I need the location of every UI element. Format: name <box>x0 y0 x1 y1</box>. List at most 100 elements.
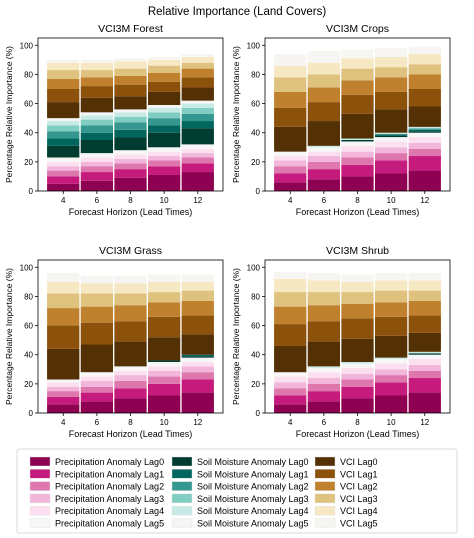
bar-segment <box>181 54 214 57</box>
bar-segment <box>307 161 341 170</box>
legend: Precipitation Anomaly Lag0 Precipitation … <box>16 448 458 534</box>
bar-segment <box>147 370 181 377</box>
bar-segment <box>374 48 408 57</box>
chart-panel-3: VCI3M Shrub 4 6 8 10 12 0 20 40 60 80 100 Forecast H… <box>231 245 451 439</box>
axes-frame <box>37 37 224 192</box>
bar-segment <box>274 278 307 293</box>
bar-segment <box>147 107 181 113</box>
bar-segment <box>374 369 408 376</box>
bar-segment <box>341 58 374 69</box>
bar-segment <box>80 86 114 98</box>
bar-segment <box>341 94 374 114</box>
legend-swatch <box>314 493 336 504</box>
bar-segment <box>181 334 214 355</box>
x-tick-label: 4 <box>288 196 293 205</box>
legend-swatch <box>29 518 51 528</box>
bar-segment <box>80 59 114 63</box>
x-tick-label: 12 <box>193 196 202 205</box>
y-tick-label: 80 <box>24 70 33 79</box>
bar-segment <box>341 151 374 158</box>
y-tick-label: 0 <box>256 409 261 418</box>
bar-segment <box>181 103 214 108</box>
bar-segment <box>374 147 408 154</box>
bar-segment <box>181 121 214 129</box>
bar-segment <box>181 87 214 101</box>
bar-segment <box>408 137 441 143</box>
chart-panel-1: VCI3M Crops 4 6 8 10 12 0 20 40 60 80 100 Forecast H… <box>231 23 451 217</box>
bar-segment <box>274 151 307 157</box>
bar-segment <box>341 367 374 374</box>
bar-segment <box>47 183 80 191</box>
legend-swatch <box>171 506 193 516</box>
legend-label: VCI Lag5 <box>340 519 378 529</box>
bar-segment <box>374 67 408 78</box>
bar-segment <box>80 70 114 78</box>
bar-segment <box>147 395 181 413</box>
bar-segment <box>47 166 80 171</box>
bar-segment <box>307 341 341 367</box>
bar-segment <box>80 115 114 120</box>
bar-segment <box>47 125 80 132</box>
bar-segment <box>147 132 181 148</box>
bar-segment <box>80 376 114 381</box>
legend-label: Soil Moisture Anomaly Lag1 <box>197 469 309 479</box>
bar-segment <box>114 112 147 117</box>
bar-segment <box>341 338 374 362</box>
bar-segment <box>408 353 441 355</box>
x-axis-label: Forecast Horizon (Lead Times) <box>69 429 193 439</box>
bar-segment <box>181 379 214 393</box>
bar-segment <box>341 363 374 368</box>
bar-segment <box>80 276 114 284</box>
bar-segment <box>374 135 408 138</box>
bar-segment <box>341 138 374 140</box>
bar-segment <box>114 150 147 155</box>
bar-segment <box>47 70 80 79</box>
bar-segment <box>408 74 441 89</box>
bar-segment <box>80 372 114 377</box>
bar-segment <box>274 126 307 152</box>
x-tick-label: 4 <box>288 418 293 427</box>
x-tick-label: 8 <box>355 418 360 427</box>
bar-segment <box>147 166 181 175</box>
bar-segment <box>80 77 114 87</box>
legend-swatch <box>314 518 336 528</box>
panel-title: VCI3M Forest <box>98 23 163 35</box>
legend-label: Precipitation Anomaly Lag4 <box>55 506 164 516</box>
bar-segment <box>341 303 374 319</box>
bar-segment <box>80 283 114 294</box>
bar-segment <box>341 274 374 282</box>
legend-swatch <box>314 481 336 491</box>
y-tick-label: 0 <box>29 409 34 418</box>
bar-segment <box>374 91 408 110</box>
bar-segment <box>181 362 214 367</box>
bar-segment <box>181 144 214 149</box>
bar-segment <box>307 273 341 281</box>
bar-segment <box>47 325 80 349</box>
y-tick-label: 0 <box>256 187 261 196</box>
bar-segment <box>114 321 147 342</box>
bar-segment <box>80 125 114 133</box>
bar-segment <box>307 74 341 88</box>
legend-label: Precipitation Anomaly Lag2 <box>55 482 164 492</box>
bar-segment <box>408 148 441 157</box>
legend-swatch <box>29 456 51 467</box>
bar-segment <box>307 383 341 392</box>
legend-label: VCI Lag4 <box>340 506 378 516</box>
bar-segment <box>274 345 307 373</box>
bar-segment <box>147 337 181 361</box>
bar-segment <box>147 147 181 152</box>
bar-segment <box>147 118 181 126</box>
y-tick-label: 100 <box>20 263 34 272</box>
x-tick-label: 10 <box>160 418 169 427</box>
x-tick-label: 8 <box>128 196 133 205</box>
bar-segment <box>374 77 408 92</box>
bar-segment <box>181 356 214 358</box>
legend-swatch <box>171 469 193 479</box>
bar-segment <box>181 392 214 413</box>
bar-segment <box>408 280 441 291</box>
bar-segment <box>114 366 147 371</box>
bar-segment <box>341 373 374 380</box>
bar-segment <box>274 395 307 405</box>
